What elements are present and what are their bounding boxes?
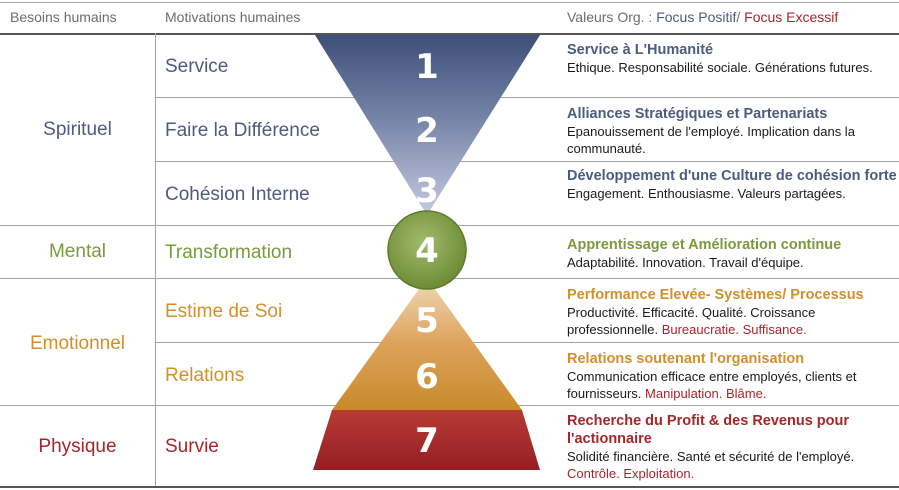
value-excess-2: Manipulation. Blâme. (645, 386, 767, 401)
header-motivations: Motivations humaines (165, 9, 301, 25)
value-title-7: Service à L'Humanité (567, 42, 714, 58)
value-block-1: Recherche du Profit & des Revenus pour l… (567, 412, 897, 482)
header-values-separator: / (736, 9, 745, 25)
header-rule (0, 33, 899, 35)
header-values-excess: Focus Excessif (744, 9, 839, 25)
level-4-circle (387, 210, 467, 290)
level-5-number: 3 (415, 171, 439, 211)
value-block-4: Apprentissage et Amélioration continue A… (567, 236, 897, 271)
level-4-number: 4 (415, 231, 439, 271)
need-emotional: Emotionnel (29, 333, 126, 354)
level-2-number: 6 (415, 357, 439, 397)
bottom-funnel-orange (332, 278, 522, 410)
level-7-number: 1 (415, 47, 439, 87)
value-title-2: Relations soutenant l'organisation (567, 351, 805, 367)
value-desc-4: Adaptabilité. Innovation. Travail d'équi… (567, 255, 804, 270)
level-6-number: 2 (415, 111, 439, 151)
value-block-2: Relations soutenant l'organisation Commu… (567, 350, 897, 402)
row-divider-2 (155, 342, 899, 343)
value-title-5: Développement d'une Culture de cohésion … (567, 168, 897, 184)
motivation-faire-la-difference: Faire la Différence (165, 120, 320, 141)
value-desc-2: Communication efficace entre employés, c… (567, 369, 857, 401)
motivation-survie: Survie (165, 436, 219, 457)
value-block-5: Développement d'une Culture de cohésion … (567, 167, 897, 202)
value-block-6: Alliances Stratégiques et Partenariats E… (567, 105, 897, 157)
value-title-6: Alliances Stratégiques et Partenariats (567, 106, 828, 122)
bottom-rule (0, 486, 899, 488)
need-mental: Mental (48, 241, 107, 262)
bottom-funnel-red (313, 410, 540, 470)
need-spiritual: Spirituel (43, 119, 112, 140)
column-divider (155, 33, 156, 486)
value-desc-1: Solidité financière. Santé et sécurité d… (567, 449, 855, 464)
header-values-prefix: Valeurs Org. : (567, 9, 657, 25)
motivation-cohesion-interne: Cohésion Interne (165, 184, 310, 205)
motivation-estime-de-soi: Estime de Soi (165, 301, 283, 322)
value-excess-3: Bureaucratie. Suffisance. (661, 322, 807, 337)
motivation-relations: Relations (165, 365, 245, 386)
level-3-number: 5 (415, 301, 439, 341)
level-1-number: 7 (415, 421, 439, 461)
value-desc-6: Epanouissement de l'employé. Implication… (567, 124, 855, 156)
value-desc-5: Engagement. Enthousiasme. Valeurs partag… (567, 186, 846, 201)
value-title-3: Performance Elevée- Systèmes/ Processus (567, 287, 864, 303)
value-excess-1: Contrôle. Exploitation. (567, 466, 695, 481)
top-funnel-shape (315, 35, 540, 215)
motivation-transformation: Transformation (165, 242, 293, 263)
value-desc-7: Ethique. Responsabilité sociale. Générat… (567, 60, 873, 75)
value-desc-3: Productivité. Efficacité. Qualité. Crois… (567, 305, 816, 337)
row-divider-5 (155, 161, 899, 162)
header-needs: Besoins humains (10, 9, 117, 25)
value-block-3: Performance Elevée- Systèmes/ Processus … (567, 286, 897, 338)
header-values-positive: Focus Positif (656, 9, 737, 25)
row-divider-6 (155, 97, 899, 98)
value-title-4: Apprentissage et Amélioration continue (567, 237, 842, 253)
value-title-1: Recherche du Profit & des Revenus pour l… (567, 413, 850, 447)
header-values: Valeurs Org. : Focus Positif/ Focus Exce… (567, 9, 838, 25)
value-block-7: Service à L'Humanité Ethique. Responsabi… (567, 41, 897, 76)
top-rule (0, 2, 899, 3)
motivation-service: Service (165, 56, 229, 77)
need-physical: Physique (38, 436, 117, 457)
